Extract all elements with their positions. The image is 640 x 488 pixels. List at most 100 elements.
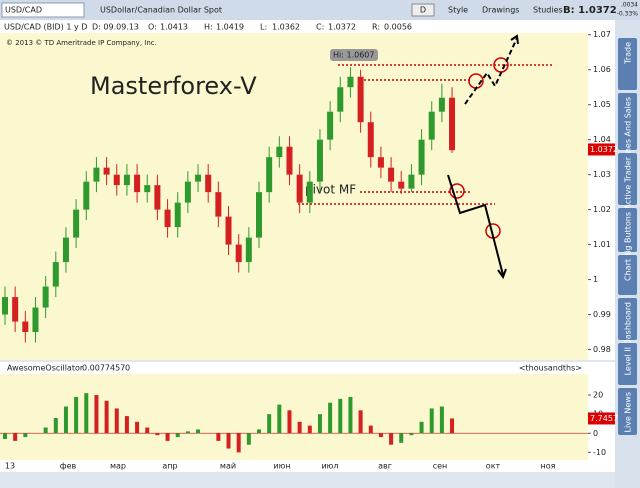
- info-label: R:: [372, 23, 380, 32]
- candle-body: [12, 297, 19, 322]
- sidebar-label: Dashboard: [624, 302, 633, 345]
- sidebar-tab[interactable]: [618, 298, 637, 340]
- candle-body: [2, 297, 8, 315]
- description: USDollar/Canadian Dollar Spot: [100, 6, 222, 15]
- symbol: USD/CAD: [5, 6, 42, 15]
- osc-bar: [317, 414, 322, 434]
- sidebar-tab[interactable]: [618, 388, 637, 435]
- candle-body: [367, 122, 374, 158]
- x-tick-label: окт: [486, 462, 501, 471]
- osc-bar: [409, 433, 414, 436]
- candle-body: [286, 146, 293, 175]
- osc-bar: [216, 433, 221, 441]
- osc-bar: [287, 410, 292, 434]
- arrows: [447, 34, 519, 280]
- button[interactable]: Drawings: [482, 6, 519, 15]
- candle-body: [174, 202, 181, 228]
- candle-body: [266, 157, 273, 193]
- candle-body: [83, 181, 90, 210]
- info-label: L:: [260, 23, 267, 32]
- y-tick-label: 1.06: [593, 65, 611, 74]
- osc-bar: [175, 433, 180, 438]
- osc-bar: [53, 417, 58, 434]
- y-tick-label: 1.01: [593, 240, 611, 249]
- hi-label: Hi: 1.0607: [333, 51, 374, 60]
- sidebar-label: Live News: [624, 392, 633, 433]
- x-tick-label: сен: [433, 462, 448, 471]
- candle-body: [195, 174, 202, 182]
- osc-bar: [419, 421, 424, 434]
- candle-body: [52, 262, 59, 287]
- sidebar-label: Chart: [624, 259, 633, 281]
- candle-body: [32, 307, 39, 333]
- sidebar-label: Times And Sales: [624, 97, 633, 164]
- osc-bar: [43, 427, 48, 434]
- x-tick-label: апр: [162, 462, 177, 471]
- symbol-box[interactable]: [1, 2, 85, 18]
- sidebar-label: Level II: [624, 347, 633, 375]
- bid: B: 1.0372: [563, 5, 617, 16]
- candle-body: [154, 185, 161, 210]
- osc-bar: [185, 431, 190, 434]
- candle-body: [215, 192, 222, 217]
- hi-box: [330, 49, 378, 61]
- candle-body: [296, 174, 303, 203]
- period-button[interactable]: [411, 3, 435, 17]
- osc-bar: [246, 433, 251, 445]
- y-tick-label: 1.05: [593, 100, 611, 109]
- last-osc: 7.7457: [590, 414, 618, 423]
- x-tick-label: мар: [110, 462, 126, 471]
- x-tick-label: 13: [5, 462, 15, 471]
- osc-bar: [257, 429, 261, 434]
- copyright: © 2013 © TD Ameritrade IP Company, Inc.: [6, 39, 157, 47]
- sidebar-tab[interactable]: [618, 153, 637, 205]
- osc-bar: [439, 406, 444, 434]
- osc-bar: [63, 406, 68, 434]
- osc-bar: [114, 408, 119, 434]
- candle-body: [398, 181, 405, 189]
- osc-title: AwesomeOscillator: [7, 364, 84, 373]
- candle-body: [103, 167, 110, 175]
- x-tick-label: июл: [321, 462, 338, 471]
- sidebar-tab[interactable]: [618, 38, 637, 90]
- osc-bar: [155, 433, 160, 436]
- info-bar: [0, 20, 615, 33]
- y-tick-label: 0.98: [593, 345, 611, 354]
- osc-bar: [23, 433, 28, 438]
- osc-bar: [13, 433, 18, 441]
- osc-bar: [368, 425, 373, 434]
- osc-bar: [297, 421, 302, 434]
- y-tick-label: 1: [593, 275, 598, 284]
- osc-bar: [277, 404, 282, 434]
- pivot-label: pivot MF: [305, 183, 356, 197]
- info-date: D: 09.09.13: [92, 23, 139, 32]
- button[interactable]: Style: [448, 6, 468, 15]
- button[interactable]: Studies: [533, 6, 563, 15]
- info-value: 1.0362: [272, 23, 300, 32]
- y-tick-label: 0: [593, 429, 598, 438]
- candle-body: [205, 174, 212, 193]
- sidebar-tab[interactable]: [618, 93, 637, 150]
- candle-body: [235, 244, 242, 263]
- sidebar-tab[interactable]: [618, 208, 637, 252]
- x-tick-label: май: [220, 462, 236, 471]
- info-title: USD/CAD (BID) 1 y D: [4, 23, 87, 32]
- osc-bar: [74, 396, 79, 434]
- y-tick-label: 20: [593, 391, 603, 400]
- osc-header: [0, 362, 588, 374]
- osc-bar: [124, 416, 129, 434]
- osc-bar: [236, 433, 241, 453]
- sidebar-tab[interactable]: [618, 255, 637, 295]
- candle-body: [42, 286, 49, 308]
- candle-body: [144, 185, 151, 193]
- candle-body: [428, 111, 435, 140]
- last-price-box: [588, 143, 615, 156]
- candle-body: [113, 174, 120, 186]
- x-tick-label: фев: [60, 462, 77, 471]
- candle-body: [184, 181, 191, 203]
- osc-bar: [399, 433, 404, 443]
- candle-body: [22, 321, 29, 333]
- levels: [298, 64, 552, 205]
- y-tick-label: 1.02: [593, 205, 611, 214]
- sidebar-tab[interactable]: [618, 343, 637, 385]
